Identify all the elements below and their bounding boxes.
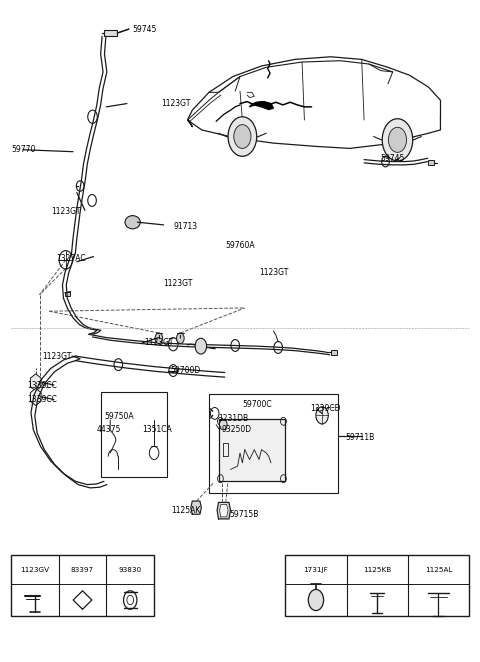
Circle shape [382,118,413,161]
Text: 1123GT: 1123GT [164,279,193,288]
Text: 1123GT: 1123GT [144,338,174,348]
Text: 1125AL: 1125AL [425,567,452,573]
Polygon shape [191,501,201,514]
Text: 59760A: 59760A [226,241,255,250]
Circle shape [177,333,184,344]
Circle shape [234,124,251,148]
Text: 1125KB: 1125KB [363,567,391,573]
Bar [11,555,154,616]
Bar [65,292,70,296]
Text: 59745: 59745 [132,24,157,34]
Circle shape [308,589,324,610]
Polygon shape [219,504,228,517]
Text: 59750A: 59750A [104,412,133,421]
Text: 1123GT: 1123GT [42,352,72,361]
Ellipse shape [125,216,140,229]
Text: 1231DB: 1231DB [218,414,249,422]
Text: 44375: 44375 [97,426,121,434]
Text: 1123GT: 1123GT [51,207,81,216]
Text: 91713: 91713 [173,222,197,231]
Text: 1339CD: 1339CD [311,404,341,413]
Bar [209,394,338,493]
Circle shape [219,419,227,430]
Text: 59770: 59770 [11,145,36,154]
Circle shape [228,117,257,156]
Polygon shape [217,502,230,519]
Text: 1123GT: 1123GT [161,99,191,108]
Text: 1339CC: 1339CC [28,395,58,404]
Bar [331,350,337,355]
Circle shape [388,127,407,152]
Circle shape [155,333,163,344]
Text: 93250D: 93250D [222,425,252,434]
Text: 59711B: 59711B [345,434,374,442]
Circle shape [195,338,206,354]
Bar [101,392,167,477]
Circle shape [316,407,328,424]
Polygon shape [250,101,274,109]
Text: 1123GV: 1123GV [20,567,49,573]
Text: 93830: 93830 [119,567,142,573]
Bar [428,160,434,165]
Text: 59700D: 59700D [171,366,201,375]
Text: 59715B: 59715B [229,510,259,519]
Text: 1125AK: 1125AK [171,506,200,515]
Bar [285,555,469,616]
Text: 1351CA: 1351CA [142,426,172,434]
Bar [218,418,285,481]
Text: 1327AC: 1327AC [56,254,86,263]
Text: 1731JF: 1731JF [303,567,328,573]
Text: 59745: 59745 [381,154,405,163]
Text: 1123GT: 1123GT [259,269,288,277]
Text: 1339CC: 1339CC [28,381,58,389]
Text: 83397: 83397 [71,567,94,573]
Bar [104,30,117,36]
Text: 59700C: 59700C [242,401,272,409]
